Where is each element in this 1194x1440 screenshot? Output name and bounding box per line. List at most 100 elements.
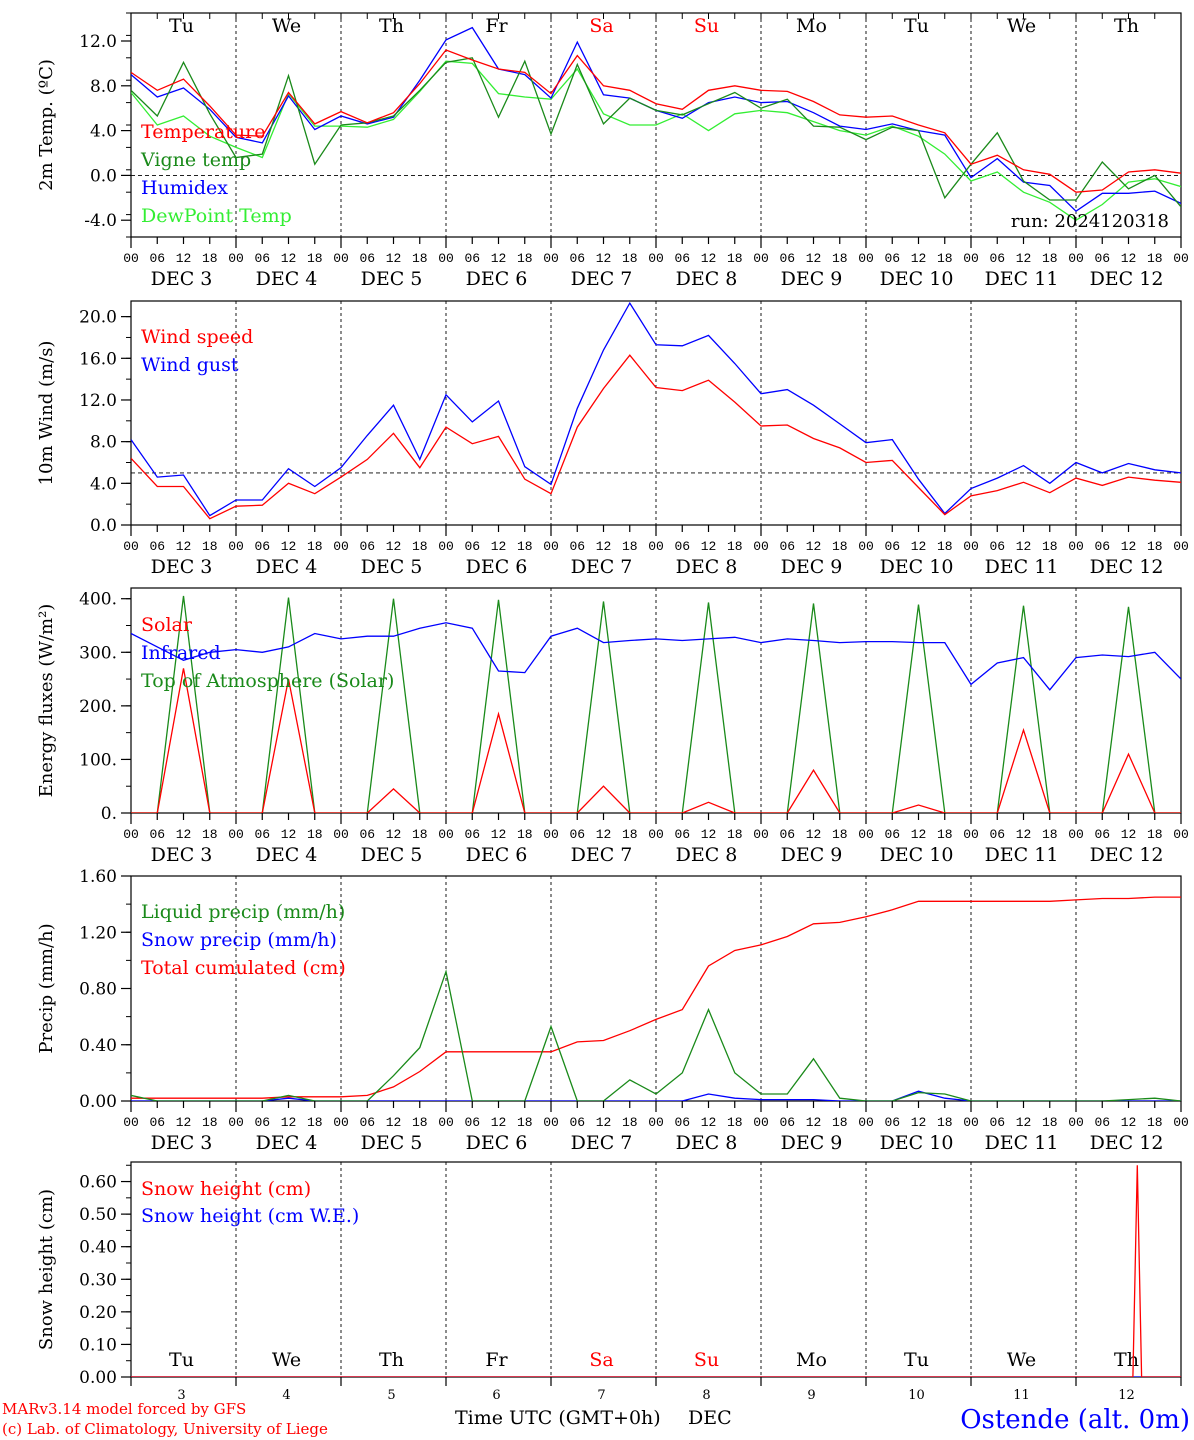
legend-entry: Wind gust xyxy=(141,354,239,376)
hour-label: 00 xyxy=(753,251,769,266)
hour-label: 12 xyxy=(596,539,612,554)
date-label: DEC 3 xyxy=(151,556,213,578)
hour-label: 12 xyxy=(176,1115,192,1130)
footer: MARv3.14 model forced by GFS (c) Lab. of… xyxy=(2,1400,1190,1438)
hour-label: 00 xyxy=(333,1115,349,1130)
hour-label: 00 xyxy=(753,1115,769,1130)
date-label: DEC 12 xyxy=(1090,1132,1164,1154)
hour-label: 06 xyxy=(569,539,585,554)
hour-label: 18 xyxy=(937,251,953,266)
panel-4: 1.60 1.20 0.80 0.40 0.00 Precip (mm/h) 00 06 12 1… xyxy=(36,867,1189,1154)
date-label: DEC 7 xyxy=(571,268,633,290)
weekday-label: Tu xyxy=(904,15,929,37)
day-number-label: 3 xyxy=(177,1388,185,1403)
hour-label: 18 xyxy=(727,251,743,266)
hour-label: 06 xyxy=(779,539,795,554)
hour-label: 18 xyxy=(1147,539,1163,554)
date-label: DEC 8 xyxy=(676,556,738,578)
y-tick-label: 0.0 xyxy=(90,166,117,186)
hour-label: 18 xyxy=(202,827,218,842)
run-annotation: run: 2024120318 xyxy=(1011,211,1169,232)
hour-label: 00 xyxy=(753,539,769,554)
y-axis-label: 2m Temp. (ºC) xyxy=(36,59,57,191)
date-label: DEC 11 xyxy=(985,268,1059,290)
legend-entry: Liquid precip (mm/h) xyxy=(141,901,345,923)
hour-label: 06 xyxy=(359,827,375,842)
hour-label: 00 xyxy=(1173,539,1189,554)
date-label: DEC 9 xyxy=(781,556,843,578)
day-number-label: 7 xyxy=(597,1388,605,1403)
series-line-vigne-temp xyxy=(131,57,1181,208)
y-tick-label: 1.20 xyxy=(79,923,117,943)
date-label: DEC 8 xyxy=(676,1132,738,1154)
legend-entry: Wind speed xyxy=(141,326,253,348)
hour-label: 00 xyxy=(123,251,139,266)
series-line-snow-height-cm xyxy=(131,1165,1181,1377)
hour-label: 12 xyxy=(281,539,297,554)
y-axis-label: Energy fluxes (W/m²) xyxy=(36,604,57,798)
date-label: DEC 7 xyxy=(571,556,633,578)
series-line-top-of-atmosphere-solar xyxy=(131,595,1181,813)
series-line-snow-precip-mm-h xyxy=(131,1090,1181,1101)
hour-label: 00 xyxy=(1173,251,1189,266)
hour-label: 00 xyxy=(438,1115,454,1130)
hour-label: 06 xyxy=(254,539,270,554)
legend-entry: Solar xyxy=(141,614,193,636)
hour-label: 18 xyxy=(832,251,848,266)
hour-label: 06 xyxy=(359,539,375,554)
day-number-label: 9 xyxy=(807,1388,815,1403)
day-number-label: 11 xyxy=(1013,1388,1030,1403)
hour-label: 06 xyxy=(464,539,480,554)
hour-label: 06 xyxy=(1094,539,1110,554)
hour-label: 18 xyxy=(412,539,428,554)
legend-entry: Infrared xyxy=(141,642,221,664)
y-tick-label: 0.80 xyxy=(79,980,117,1000)
y-tick-label: 20.0 xyxy=(79,308,117,328)
hour-label: 06 xyxy=(149,827,165,842)
day-number-label: 6 xyxy=(492,1388,500,1403)
hour-label: 12 xyxy=(911,251,927,266)
hour-label: 12 xyxy=(701,539,717,554)
hour-label: 06 xyxy=(1094,827,1110,842)
hour-label: 06 xyxy=(359,251,375,266)
hour-label: 00 xyxy=(123,1115,139,1130)
hour-label: 12 xyxy=(806,539,822,554)
credit-line-1: MARv3.14 model forced by GFS xyxy=(2,1400,246,1418)
hour-label: 06 xyxy=(674,539,690,554)
hour-label: 18 xyxy=(517,827,533,842)
station-name: Ostende (alt. 0m) xyxy=(960,1405,1190,1435)
day-number-label: 4 xyxy=(282,1388,290,1403)
hour-label: 12 xyxy=(386,251,402,266)
hour-label: 06 xyxy=(779,251,795,266)
legend-entry: DewPoint Temp xyxy=(141,205,292,227)
hour-label: 12 xyxy=(911,827,927,842)
date-label: DEC 4 xyxy=(256,844,318,866)
y-tick-label: 0.20 xyxy=(79,1303,117,1323)
date-label: DEC 11 xyxy=(985,1132,1059,1154)
hour-label: 00 xyxy=(228,1115,244,1130)
hour-label: 12 xyxy=(911,1115,927,1130)
date-label: DEC 3 xyxy=(151,268,213,290)
hour-label: 12 xyxy=(1121,827,1137,842)
hour-label: 06 xyxy=(254,251,270,266)
date-label: DEC 12 xyxy=(1090,268,1164,290)
hour-label: 12 xyxy=(1121,251,1137,266)
hour-label: 12 xyxy=(1016,539,1032,554)
hour-label: 18 xyxy=(937,827,953,842)
hour-label: 00 xyxy=(438,827,454,842)
hour-label: 06 xyxy=(884,1115,900,1130)
date-label: DEC 6 xyxy=(466,1132,528,1154)
day-number-label: 12 xyxy=(1118,1388,1135,1403)
panel-2: 20.0 16.0 12.0 8.0 4.0 0.0 10m Wind (m/s) 00 06 1… xyxy=(36,300,1189,578)
weekday-label: Tu xyxy=(904,1349,929,1371)
series-line-wind-speed xyxy=(131,354,1181,520)
hour-label: 12 xyxy=(1016,251,1032,266)
date-label: DEC 3 xyxy=(151,844,213,866)
date-label: DEC 8 xyxy=(676,844,738,866)
hour-label: 06 xyxy=(359,1115,375,1130)
panel-1: 12.0 8.0 4.0 0.0 -4.0 2m Temp. (ºC) Tu We Th Fr Sa… xyxy=(36,12,1189,290)
hour-label: 06 xyxy=(569,1115,585,1130)
hour-label: 12 xyxy=(386,539,402,554)
day-number-label: 8 xyxy=(702,1388,710,1403)
y-tick-label: -4.0 xyxy=(84,211,117,231)
